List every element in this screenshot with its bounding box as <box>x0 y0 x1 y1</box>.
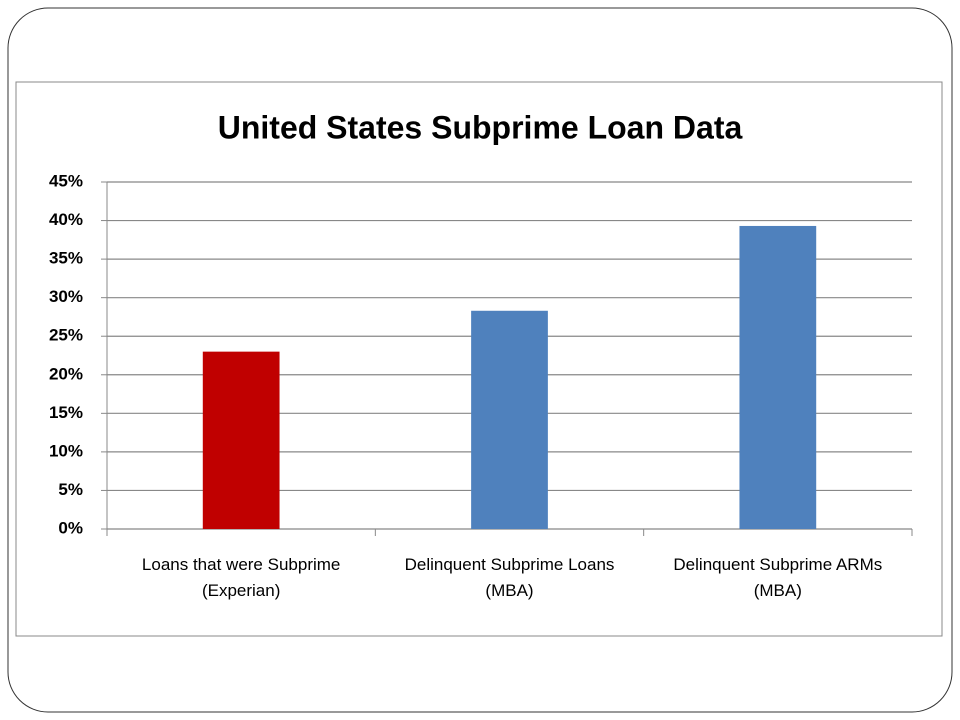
bar <box>739 225 817 529</box>
y-tick-label: 5% <box>58 480 83 499</box>
y-tick-label: 45% <box>49 171 83 190</box>
y-tick-label: 30% <box>49 287 83 306</box>
y-tick-label: 15% <box>49 403 83 422</box>
y-tick-label: 35% <box>49 249 83 268</box>
y-tick-label: 20% <box>49 364 83 383</box>
y-tick-label: 10% <box>49 441 83 460</box>
bar <box>471 310 548 529</box>
y-tick-label: 25% <box>49 326 83 345</box>
y-tick-label: 0% <box>58 518 83 537</box>
y-tick-label: 40% <box>49 210 83 229</box>
x-tick-label: Delinquent Subprime ARMs (MBA) <box>673 555 883 600</box>
chart-title: United States Subprime Loan Data <box>218 109 743 145</box>
bar <box>202 351 280 529</box>
x-tick-label: Loans that were Subprime (Experian) <box>141 555 341 600</box>
x-tick-label: Delinquent Subprime Loans (MBA) <box>404 555 615 600</box>
